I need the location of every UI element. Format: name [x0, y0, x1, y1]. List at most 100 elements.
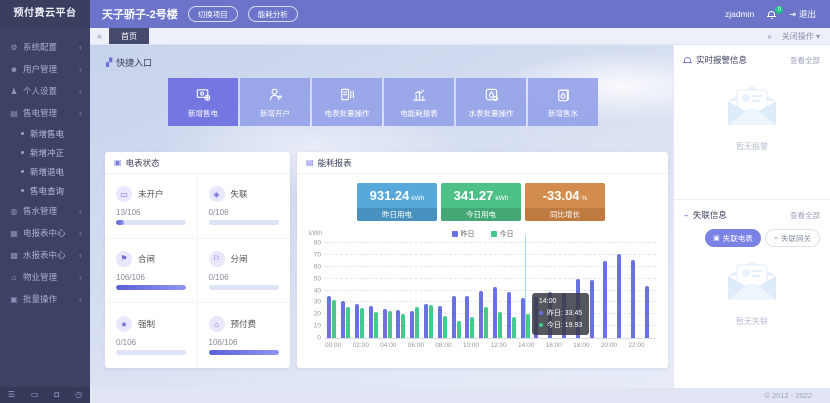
bar-group-06:00[interactable]: [408, 243, 422, 338]
sidebar-subitem[interactable]: 新增冲正: [0, 143, 90, 162]
user-plus-icon: [267, 86, 284, 103]
offline-panel-header: ⌁ 失联信息 查看全部: [674, 200, 830, 227]
logout-button[interactable]: ⇥ 退出: [789, 8, 816, 20]
bar-group-23:00[interactable]: [642, 243, 656, 338]
bar-group-22:00[interactable]: [629, 243, 643, 338]
meter-cell-value: 106/106: [208, 338, 238, 348]
sidebar-item-5[interactable]: ▦ 电报表中心 ‹: [0, 222, 90, 244]
quick-button-1[interactable]: 新增开户: [240, 78, 310, 126]
meter-cell-4[interactable]: ★ 强制 0/106: [105, 303, 198, 368]
sidebar-item-7[interactable]: ⌂ 物业管理 ‹: [0, 266, 90, 288]
bar-group-00:00[interactable]: [325, 243, 339, 338]
power-icon[interactable]: ◷: [75, 390, 83, 399]
quick-button-2[interactable]: 电表批量操作: [312, 78, 382, 126]
gridline: [325, 242, 656, 243]
sidebar-item-2[interactable]: ♟ 个人设置 ‹: [0, 80, 90, 102]
forward-tabs-icon[interactable]: »: [767, 31, 772, 41]
project-title: 天子骄子-2号楼: [102, 9, 178, 21]
meter-icon: ▣: [713, 235, 720, 242]
energy-analysis-button[interactable]: 能耗分析: [247, 6, 298, 22]
bar-今日: [442, 316, 447, 338]
bar-group-10:00[interactable]: [463, 243, 477, 338]
collapse-tabs-icon[interactable]: «: [97, 31, 103, 41]
y-tick-label: 50: [313, 275, 321, 283]
bar-昨日: [437, 305, 442, 338]
meter-cell-0[interactable]: ▭ 未开户 13/106: [105, 174, 198, 239]
bar-group-08:00[interactable]: [435, 243, 449, 338]
legend-swatch-icon: [490, 230, 497, 237]
chart-legend: 昨日 今日: [297, 228, 668, 239]
sidebar-subitem[interactable]: 新增退电: [0, 162, 90, 181]
no-account-icon: ▭: [116, 186, 132, 203]
sidebar-subitem[interactable]: 新增售电: [0, 124, 90, 143]
meter-cell-label: 强制: [138, 319, 156, 330]
quick-button-0[interactable]: 新增售电: [168, 78, 238, 126]
stat-label: 昨日用电: [357, 208, 437, 221]
bar-group-04:00[interactable]: [380, 243, 394, 338]
sidebar-item-4[interactable]: ◍ 售水管理 ‹: [0, 200, 90, 222]
bar-group-12:00[interactable]: [491, 243, 505, 338]
meter-cell-value: 13/106: [116, 208, 141, 218]
bar-group-21:00[interactable]: [615, 243, 629, 338]
bar-group-14:00[interactable]: [518, 243, 532, 338]
offline-meter-filter-button[interactable]: ▣ 失联电表: [705, 229, 761, 247]
meter-cell-label: 合闸: [138, 253, 156, 264]
x-tick-label: 18:00: [573, 342, 590, 349]
legend-item-今日[interactable]: 今日: [490, 229, 514, 239]
legend-item-昨日[interactable]: 昨日: [451, 229, 475, 239]
x-tick-label: 22:00: [628, 342, 645, 349]
force-icon: ★: [116, 316, 132, 333]
notification-bell-icon[interactable]: 0: [767, 6, 784, 19]
meter-cell-top: ◈ 失联: [208, 186, 280, 203]
meter-progress-track: [116, 350, 186, 356]
offline-gateway-filter-label: 失联网关: [781, 233, 811, 243]
alarm-view-all-link[interactable]: 查看全部: [790, 55, 820, 65]
tab-bar: « 首页 » 关闭操作 ▾: [90, 28, 830, 45]
quick-entry-title: ▞ 快捷入口: [106, 56, 152, 69]
quick-button-5[interactable]: 新增售水: [528, 78, 598, 126]
sidebar-item-label: 批量操作: [23, 294, 58, 304]
meter-cell-5[interactable]: ⌂ 预付费 106/106: [198, 303, 291, 368]
bar-group-11:00[interactable]: [477, 243, 491, 338]
quick-button-label: 水表批量操作: [468, 108, 514, 118]
switch-project-button[interactable]: 切换项目: [187, 6, 238, 22]
tab-home[interactable]: 首页: [109, 28, 150, 44]
meter-cell-value: 106/106: [116, 272, 145, 282]
bar-group-01:00[interactable]: [339, 243, 353, 338]
quick-button-3[interactable]: 电能耗报表: [384, 78, 454, 126]
bar-今日: [470, 317, 475, 338]
x-tick-label: [396, 342, 407, 349]
meter-cell-2[interactable]: ⚑ 合闸 106/106: [105, 238, 198, 304]
sidebar-subitem[interactable]: 售电查询: [0, 181, 90, 200]
bar-group-03:00[interactable]: [366, 243, 380, 338]
bar-group-02:00[interactable]: [353, 243, 367, 338]
offline-empty-text: 暂无失联: [736, 317, 768, 326]
x-tick-label: [534, 342, 545, 349]
x-tick-label: 14:00: [518, 342, 535, 349]
sidebar-item-0[interactable]: ⚙ 系统配置 ‹: [0, 36, 90, 58]
meter-cell-3[interactable]: ⚐ 分闸 0/106: [197, 239, 290, 304]
lock-icon[interactable]: ◘: [54, 390, 60, 399]
bar-group-13:00[interactable]: [504, 243, 518, 338]
offline-view-all-link[interactable]: 查看全部: [790, 210, 820, 220]
sidebar-item-1[interactable]: ☻ 用户管理 ‹: [0, 58, 90, 80]
username[interactable]: zjadmin: [724, 9, 755, 19]
quick-button-4[interactable]: 水表批量操作: [456, 78, 526, 126]
sidebar-item-8[interactable]: ▣ 批量操作 ‹: [0, 288, 90, 310]
close-operations-dropdown[interactable]: 关闭操作 ▾: [781, 31, 820, 41]
monitor-icon[interactable]: ▭: [30, 390, 39, 399]
gridline: [325, 265, 656, 267]
menu-icon[interactable]: ☰: [7, 390, 16, 399]
bar-group-09:00[interactable]: [449, 243, 463, 338]
sidebar-item-3[interactable]: ▤ 售电管理 ‹: [0, 102, 90, 124]
bar-group-19:00[interactable]: [587, 243, 601, 338]
bar-group-20:00[interactable]: [601, 243, 615, 338]
bar-group-05:00[interactable]: [394, 243, 408, 338]
meter-status-grid: ▭ 未开户 13/106 ◈ 失联 0/106 ⚑ 合闸 106/106 ⚐ 分闸 0/106 ★ 强制 0…: [105, 174, 290, 368]
bar-group-07:00[interactable]: [422, 243, 436, 338]
sidebar-item-6[interactable]: ▩ 水报表中心 ‹: [0, 244, 90, 266]
offline-gateway-filter-button[interactable]: ⌁ 失联网关: [764, 229, 820, 247]
switch-off-icon: ⚐: [208, 250, 225, 267]
meter-progress-fill: [116, 220, 125, 226]
meter-cell-1[interactable]: ◈ 失联 0/106: [197, 174, 290, 239]
